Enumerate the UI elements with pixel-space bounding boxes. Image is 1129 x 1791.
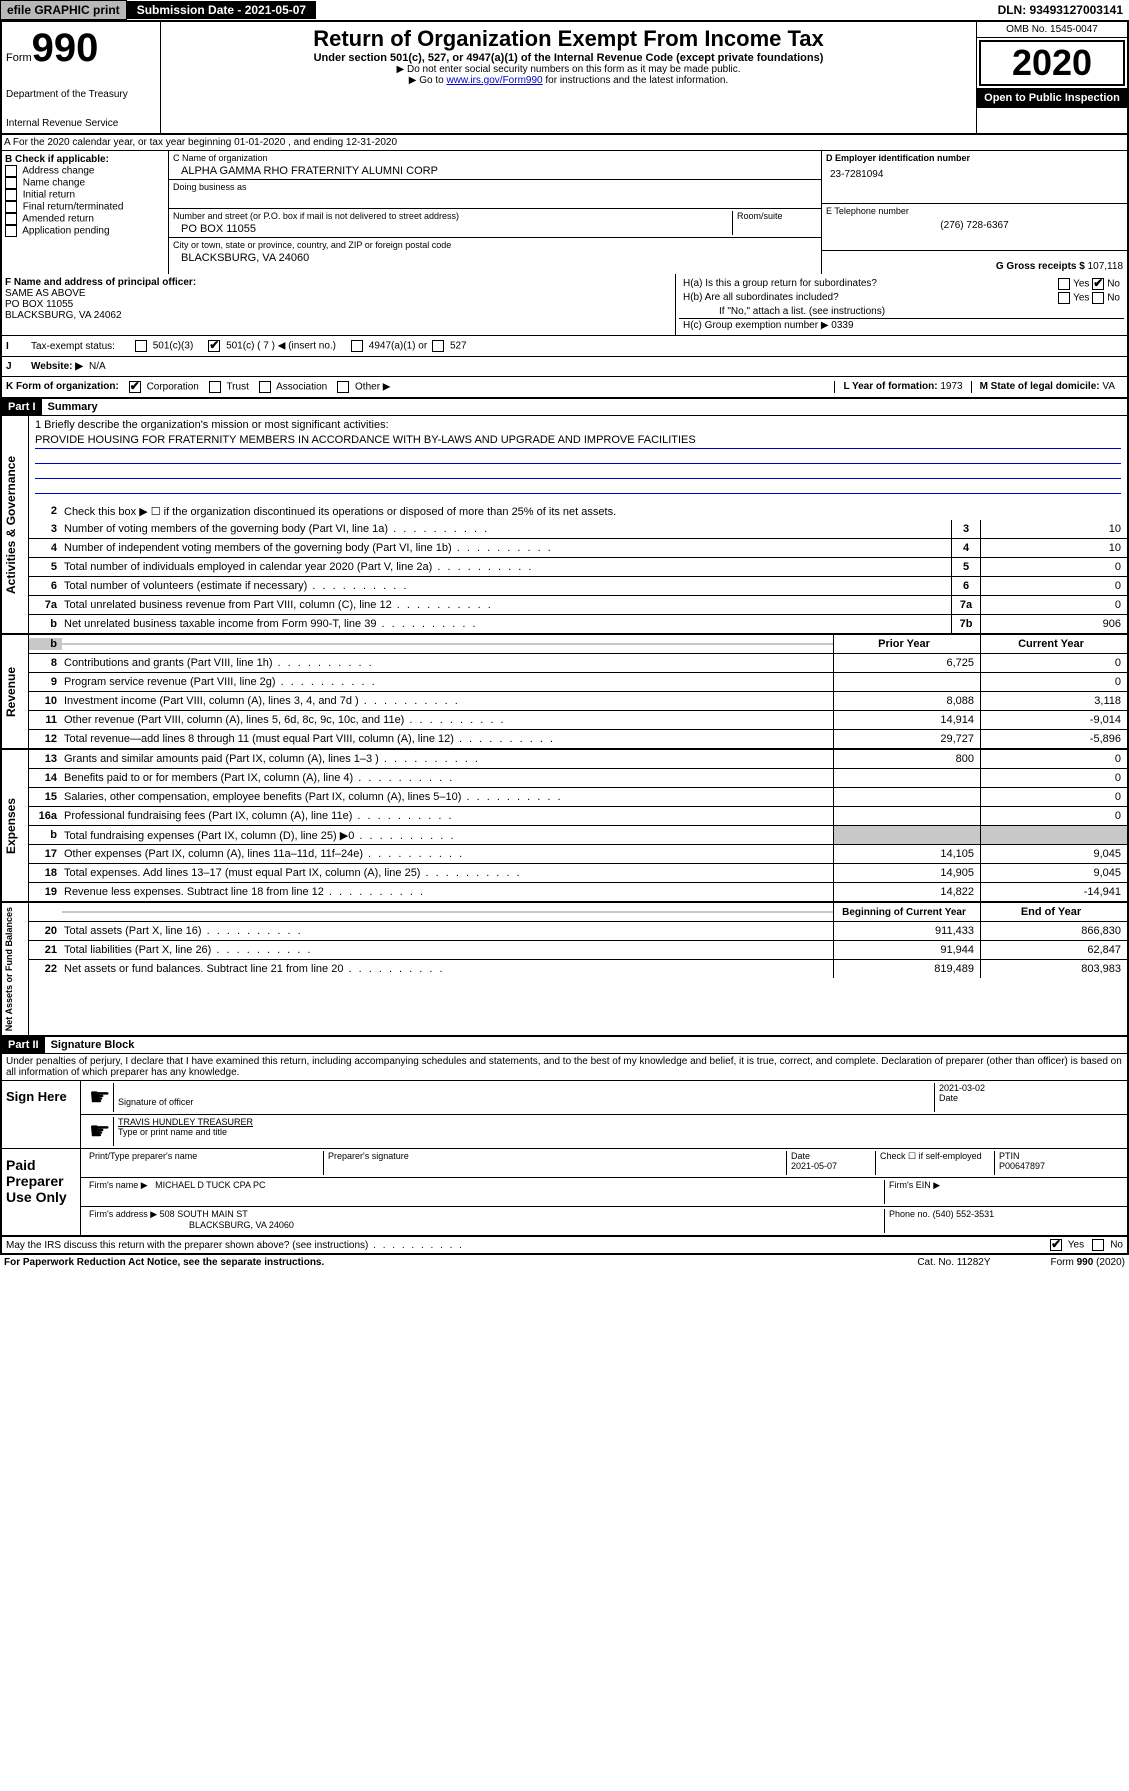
table-row: 17Other expenses (Part IX, column (A), l… (29, 845, 1127, 864)
governance-section: Activities & Governance 1 Briefly descri… (0, 416, 1129, 635)
table-row: 4Number of independent voting members of… (29, 539, 1127, 558)
irs: Internal Revenue Service (6, 118, 156, 129)
officer-name: SAME AS ABOVE (5, 288, 672, 299)
table-row: bNet unrelated business taxable income f… (29, 615, 1127, 633)
table-row: 19Revenue less expenses. Subtract line 1… (29, 883, 1127, 901)
box-b-item: Amended return (5, 213, 165, 225)
org-city: BLACKSBURG, VA 24060 (173, 250, 817, 264)
open-public: Open to Public Inspection (977, 88, 1127, 108)
netassets-section: Net Assets or Fund Balances Beginning of… (0, 903, 1129, 1037)
hb-yes-checkbox[interactable] (1058, 292, 1070, 304)
discuss-row: May the IRS discuss this return with the… (0, 1237, 1129, 1255)
part1-header: Part I Summary (0, 399, 1129, 416)
efile-print-button[interactable]: efile GRAPHIC print (0, 0, 127, 20)
dept-treasury: Department of the Treasury (6, 89, 156, 100)
box-b-item: Name change (5, 177, 165, 189)
table-row: 3Number of voting members of the governi… (29, 520, 1127, 539)
hb-no-checkbox[interactable] (1092, 292, 1104, 304)
org-name: ALPHA GAMMA RHO FRATERNITY ALUMNI CORP (173, 163, 817, 177)
ptin: P00647897 (999, 1161, 1045, 1171)
table-row: bTotal fundraising expenses (Part IX, co… (29, 826, 1127, 845)
box-c: C Name of organization ALPHA GAMMA RHO F… (169, 151, 822, 274)
org-address: PO BOX 11055 (173, 221, 732, 235)
form-subtitle: Under section 501(c), 527, or 4947(a)(1)… (165, 52, 972, 64)
box-b-item: Address change (5, 165, 165, 177)
table-row: 13Grants and similar amounts paid (Part … (29, 750, 1127, 769)
part2-header: Part II Signature Block (0, 1037, 1129, 1053)
state-domicile: VA (1102, 381, 1115, 392)
form-number: 990 (32, 26, 99, 70)
box-b: B Check if applicable: Address change Na… (2, 151, 169, 274)
ha-yes-checkbox[interactable] (1058, 278, 1070, 290)
gross-receipts: 107,118 (1088, 261, 1123, 272)
group-exemption: H(c) Group exemption number ▶ 0339 (679, 318, 1124, 332)
table-row: 6Total number of volunteers (estimate if… (29, 577, 1127, 596)
501c-checkbox[interactable] (208, 340, 220, 352)
row-k: K Form of organization: Corporation Trus… (0, 377, 1129, 399)
discuss-yes-checkbox[interactable] (1050, 1239, 1062, 1251)
entity-block: B Check if applicable: Address change Na… (0, 151, 1129, 274)
tax-year: 2020 (979, 40, 1125, 86)
table-row: 7aTotal unrelated business revenue from … (29, 596, 1127, 615)
dln: DLN: 93493127003141 (992, 1, 1129, 19)
row-f-h: F Name and address of principal officer:… (0, 274, 1129, 336)
ssn-note: ▶ Do not enter social security numbers o… (165, 64, 972, 75)
table-row: 21Total liabilities (Part X, line 26)91,… (29, 941, 1127, 960)
perjury-text: Under penalties of perjury, I declare th… (2, 1054, 1127, 1080)
corp-checkbox[interactable] (129, 381, 141, 393)
year-formation: 1973 (940, 381, 962, 392)
table-row: 14Benefits paid to or for members (Part … (29, 769, 1127, 788)
table-row: 12Total revenue—add lines 8 through 11 (… (29, 730, 1127, 748)
table-row: 20Total assets (Part X, line 16)911,4338… (29, 922, 1127, 941)
assoc-checkbox[interactable] (259, 381, 271, 393)
table-row: 5Total number of individuals employed in… (29, 558, 1127, 577)
signature-block: Under penalties of perjury, I declare th… (0, 1053, 1129, 1237)
trust-checkbox[interactable] (209, 381, 221, 393)
table-row: 9Program service revenue (Part VIII, lin… (29, 673, 1127, 692)
table-row: 22Net assets or fund balances. Subtract … (29, 960, 1127, 978)
row-i: I Tax-exempt status: 501(c)(3) 501(c) ( … (0, 336, 1129, 357)
table-row: 16aProfessional fundraising fees (Part I… (29, 807, 1127, 826)
irs-link[interactable]: www.irs.gov/Form990 (446, 75, 542, 86)
firm-phone: (540) 552-3531 (933, 1209, 995, 1219)
website: N/A (89, 361, 106, 372)
527-checkbox[interactable] (432, 340, 444, 352)
officer-signature: TRAVIS HUNDLEY TREASURER (118, 1117, 1119, 1127)
table-row: 10Investment income (Part VIII, column (… (29, 692, 1127, 711)
table-row: 18Total expenses. Add lines 13–17 (must … (29, 864, 1127, 883)
ha-no-checkbox[interactable] (1092, 278, 1104, 290)
ein: 23-7281094 (826, 163, 1123, 180)
form-title: Return of Organization Exempt From Incom… (165, 26, 972, 52)
discuss-no-checkbox[interactable] (1092, 1239, 1104, 1251)
firm-name: MICHAEL D TUCK CPA PC (155, 1180, 265, 1190)
table-row: 8Contributions and grants (Part VIII, li… (29, 654, 1127, 673)
other-checkbox[interactable] (337, 381, 349, 393)
row-j: J Website: ▶ N/A (0, 357, 1129, 377)
section-a: A For the 2020 calendar year, or tax yea… (0, 135, 1129, 151)
box-d: D Employer identification number 23-7281… (822, 151, 1127, 274)
form-label: Form (6, 52, 32, 64)
goto-note: ▶ Go to www.irs.gov/Form990 for instruct… (165, 75, 972, 86)
omb-number: OMB No. 1545-0047 (977, 22, 1127, 38)
box-b-item: Initial return (5, 189, 165, 201)
4947-checkbox[interactable] (351, 340, 363, 352)
phone: (276) 728-6367 (826, 216, 1123, 231)
form-header: Form990 Department of the Treasury Inter… (0, 22, 1129, 135)
revenue-section: Revenue bPrior YearCurrent Year 8Contrib… (0, 635, 1129, 750)
box-b-item: Application pending (5, 225, 165, 237)
mission-text: PROVIDE HOUSING FOR FRATERNITY MEMBERS I… (35, 434, 1121, 449)
501c3-checkbox[interactable] (135, 340, 147, 352)
submission-date: Submission Date - 2021-05-07 (127, 1, 316, 19)
box-b-item: Final return/terminated (5, 201, 165, 213)
expenses-section: Expenses 13Grants and similar amounts pa… (0, 750, 1129, 903)
table-row: 15Salaries, other compensation, employee… (29, 788, 1127, 807)
top-bar: efile GRAPHIC print Submission Date - 20… (0, 0, 1129, 22)
footer: For Paperwork Reduction Act Notice, see … (0, 1255, 1129, 1270)
table-row: 11Other revenue (Part VIII, column (A), … (29, 711, 1127, 730)
